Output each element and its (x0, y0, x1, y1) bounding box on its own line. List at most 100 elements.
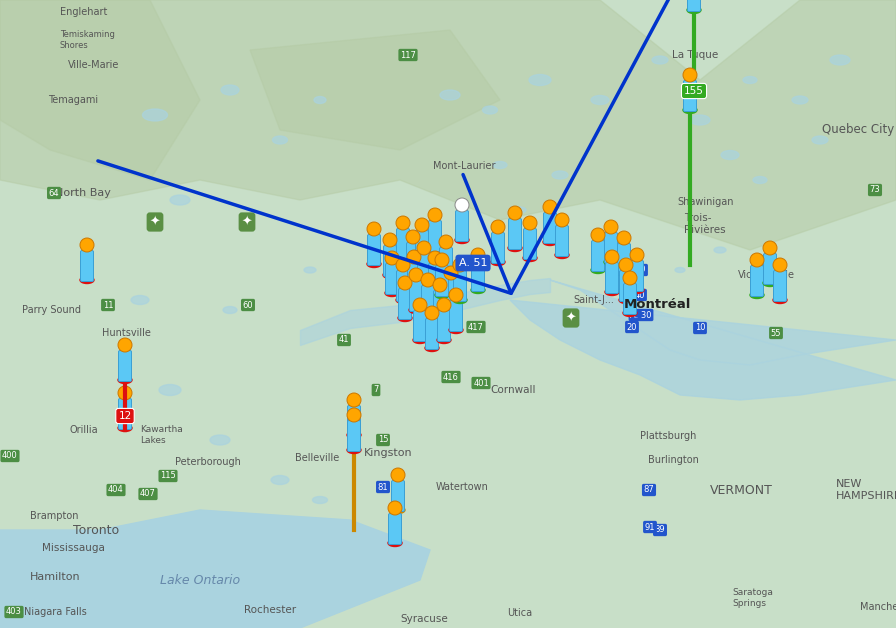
FancyBboxPatch shape (397, 271, 409, 301)
Ellipse shape (623, 310, 637, 317)
Ellipse shape (435, 291, 449, 298)
FancyBboxPatch shape (605, 232, 617, 264)
Text: Plattsburgh: Plattsburgh (640, 431, 696, 441)
Ellipse shape (391, 507, 405, 514)
FancyBboxPatch shape (453, 271, 467, 301)
Circle shape (543, 200, 557, 214)
Text: Brampton: Brampton (30, 511, 79, 521)
Circle shape (118, 338, 132, 352)
Ellipse shape (690, 115, 710, 125)
Polygon shape (250, 30, 500, 150)
Text: ✦: ✦ (242, 215, 253, 229)
Text: 416: 416 (443, 372, 459, 381)
Circle shape (449, 288, 463, 302)
FancyBboxPatch shape (455, 210, 469, 242)
Circle shape (439, 235, 453, 249)
Ellipse shape (591, 95, 609, 104)
Text: ✦: ✦ (565, 311, 576, 325)
Ellipse shape (812, 136, 828, 144)
Ellipse shape (409, 306, 423, 313)
FancyBboxPatch shape (118, 399, 132, 430)
Ellipse shape (398, 315, 412, 322)
FancyBboxPatch shape (421, 286, 435, 317)
Circle shape (617, 231, 631, 245)
FancyBboxPatch shape (434, 291, 446, 322)
Ellipse shape (652, 56, 668, 64)
Ellipse shape (313, 497, 328, 504)
Circle shape (763, 241, 777, 255)
Text: 87: 87 (643, 485, 654, 494)
FancyBboxPatch shape (523, 229, 537, 259)
FancyBboxPatch shape (383, 246, 397, 276)
Circle shape (385, 251, 399, 265)
Text: Kawartha
Lakes: Kawartha Lakes (140, 425, 183, 445)
Text: Saint-J...: Saint-J... (573, 295, 614, 305)
Ellipse shape (385, 290, 399, 296)
Circle shape (435, 253, 449, 267)
Text: ✦: ✦ (150, 215, 160, 229)
Circle shape (398, 276, 412, 290)
Text: Watertown: Watertown (436, 482, 489, 492)
Circle shape (605, 250, 619, 264)
Text: Englehart: Englehart (60, 7, 108, 17)
Text: 15: 15 (378, 435, 388, 445)
Text: 12: 12 (118, 411, 132, 421)
Text: Quebec City: Quebec City (822, 124, 894, 136)
Circle shape (444, 266, 458, 280)
Text: 407: 407 (140, 489, 156, 499)
FancyBboxPatch shape (619, 271, 633, 301)
Text: Orillia: Orillia (70, 425, 99, 435)
Text: 20: 20 (626, 323, 637, 332)
Text: Manchester: Manchester (860, 602, 896, 612)
Circle shape (421, 273, 435, 287)
Ellipse shape (529, 75, 551, 85)
Text: 155: 155 (684, 86, 704, 96)
Text: Burlington: Burlington (648, 455, 699, 465)
Text: Kingston: Kingston (364, 448, 413, 458)
Circle shape (508, 206, 522, 220)
Circle shape (455, 198, 469, 212)
Text: 10: 10 (694, 323, 705, 332)
Text: Toronto: Toronto (73, 524, 119, 536)
Text: Parry Sound: Parry Sound (22, 305, 81, 315)
Ellipse shape (792, 96, 808, 104)
FancyBboxPatch shape (631, 261, 643, 291)
Text: 55: 55 (771, 328, 781, 337)
Ellipse shape (721, 151, 739, 160)
Ellipse shape (223, 306, 237, 313)
Text: 400: 400 (2, 452, 18, 460)
FancyBboxPatch shape (428, 220, 442, 251)
Text: Rochester: Rochester (244, 605, 296, 615)
Ellipse shape (417, 279, 431, 286)
Ellipse shape (449, 327, 463, 333)
Text: 40: 40 (636, 266, 646, 274)
Ellipse shape (591, 266, 605, 274)
Ellipse shape (523, 254, 537, 261)
Ellipse shape (439, 274, 453, 281)
Circle shape (555, 213, 569, 227)
Ellipse shape (433, 317, 447, 323)
Ellipse shape (471, 286, 485, 293)
FancyBboxPatch shape (413, 310, 426, 342)
Ellipse shape (483, 106, 497, 114)
FancyBboxPatch shape (687, 0, 701, 11)
Circle shape (591, 228, 605, 242)
FancyBboxPatch shape (408, 263, 420, 293)
Text: 417: 417 (468, 323, 484, 332)
Circle shape (428, 208, 442, 222)
Ellipse shape (383, 271, 397, 278)
Text: La Tuque: La Tuque (672, 50, 719, 60)
FancyBboxPatch shape (418, 254, 430, 284)
Text: Shawinigan: Shawinigan (677, 197, 734, 207)
FancyBboxPatch shape (617, 244, 631, 274)
Text: 64: 64 (48, 188, 59, 197)
Ellipse shape (491, 259, 505, 266)
Ellipse shape (630, 286, 644, 293)
Circle shape (604, 220, 618, 234)
Circle shape (683, 68, 697, 82)
FancyBboxPatch shape (348, 421, 360, 452)
Polygon shape (0, 510, 430, 628)
Ellipse shape (543, 239, 557, 246)
Ellipse shape (773, 296, 787, 303)
Ellipse shape (347, 447, 361, 453)
